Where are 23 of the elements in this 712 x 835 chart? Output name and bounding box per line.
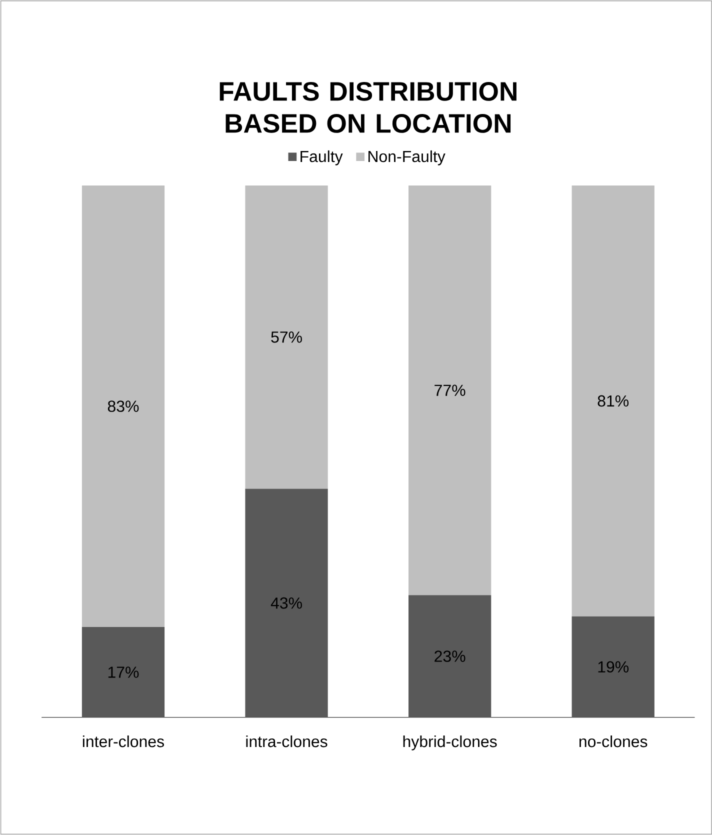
data-label: 17% xyxy=(108,666,138,678)
bar xyxy=(408,595,491,718)
data-label: 77% xyxy=(434,384,466,396)
data-label: 57% xyxy=(270,332,302,343)
legend-label: Faulty xyxy=(300,150,343,166)
data-label: 23% xyxy=(434,650,466,662)
legend-label: Non-Faulty xyxy=(368,150,446,166)
data-label: 43% xyxy=(270,597,302,609)
bar xyxy=(245,488,328,718)
bar xyxy=(245,186,328,489)
x-tick-label: hybrid-clones xyxy=(403,735,497,750)
bar xyxy=(572,616,654,718)
chart-title: FAULTS DISTRIBUTION BASED ON LOCATION xyxy=(220,82,516,133)
bar xyxy=(82,186,164,628)
bar xyxy=(408,186,491,596)
data-label: 19% xyxy=(598,661,628,673)
data-label: 81% xyxy=(598,395,628,407)
bar xyxy=(572,186,654,616)
x-tick-label: no-clones xyxy=(579,735,648,748)
x-tick-label: intra-clones xyxy=(246,735,328,748)
data-label: 83% xyxy=(108,400,138,412)
bar xyxy=(82,627,164,718)
x-tick-label: inter-clones xyxy=(82,735,164,748)
